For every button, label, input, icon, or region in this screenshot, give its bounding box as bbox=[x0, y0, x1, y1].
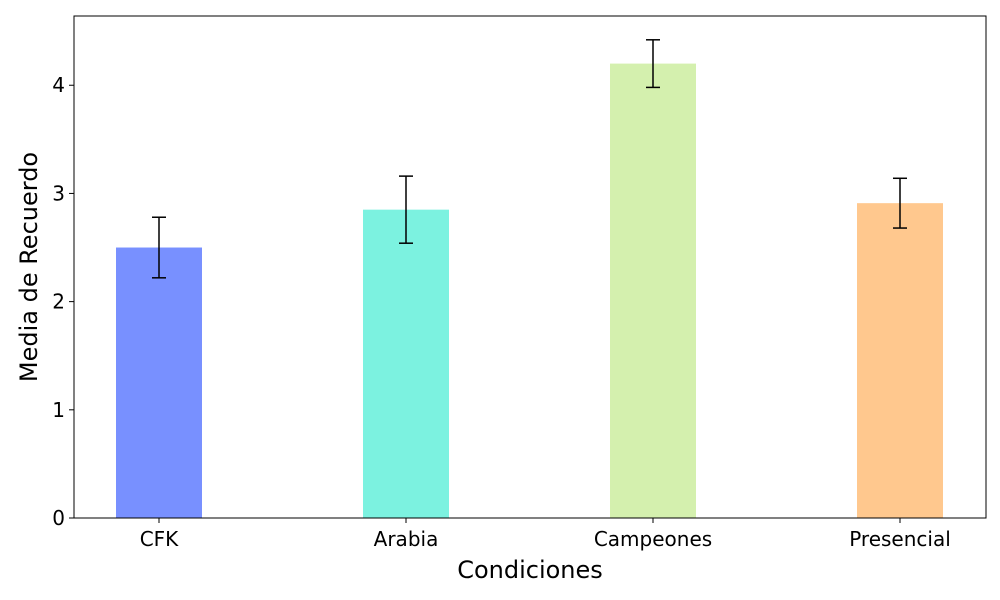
y-tick-label: 3 bbox=[52, 181, 65, 205]
bar-cfk bbox=[116, 247, 202, 518]
y-axis: 0 1 2 3 4 bbox=[52, 73, 74, 530]
x-axis: CFK Arabia Campeones Presencial bbox=[140, 518, 951, 551]
x-tick-label: Presencial bbox=[849, 527, 951, 551]
error-bar-campeones bbox=[646, 39, 660, 89]
bars-layer bbox=[116, 63, 943, 519]
error-bar-arabia bbox=[399, 175, 413, 244]
plot-frame bbox=[73, 15, 987, 519]
error-bar-presencial bbox=[893, 177, 907, 229]
y-tick-label: 2 bbox=[52, 290, 65, 314]
x-tick-label: Arabia bbox=[374, 527, 439, 551]
bar-arabia bbox=[363, 209, 449, 518]
y-tick-label: 4 bbox=[52, 73, 65, 97]
y-tick-label: 1 bbox=[52, 398, 65, 422]
y-tick-label: 0 bbox=[52, 506, 65, 530]
x-tick-label: Campeones bbox=[594, 527, 712, 551]
x-axis-title: Condiciones bbox=[457, 556, 603, 584]
bar-campeones bbox=[610, 63, 696, 518]
error-bars-layer bbox=[152, 39, 907, 279]
x-tick-label: CFK bbox=[140, 527, 179, 551]
y-axis-title: Media de Recuerdo bbox=[15, 152, 43, 382]
error-bar-cfk bbox=[152, 216, 166, 279]
bar-presencial bbox=[857, 203, 943, 519]
